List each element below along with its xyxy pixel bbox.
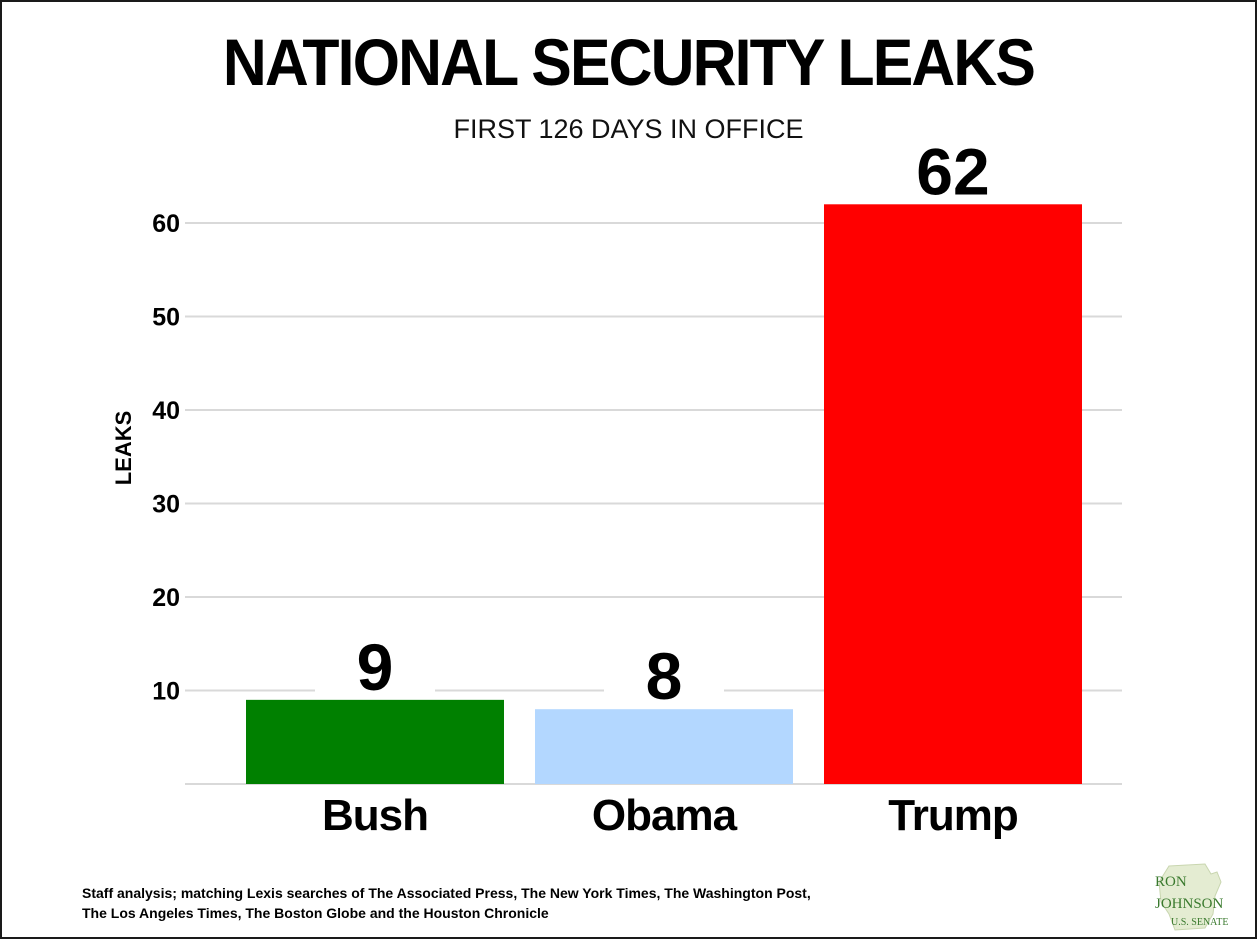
x-category-label: Bush: [322, 791, 428, 840]
logo-line-1: RON: [1155, 874, 1187, 890]
data-label-background: [315, 631, 435, 698]
data-label-background: [893, 136, 1013, 203]
data-label-background: [604, 641, 724, 708]
y-axis-label: LEAKS: [111, 411, 136, 486]
y-tick-label: 30: [152, 491, 180, 519]
y-tick-label: 50: [152, 304, 180, 332]
ron-johnson-senate-logo: RON JOHNSON U.S. SENATE: [1155, 863, 1229, 931]
data-label-obama: 8: [646, 639, 683, 713]
bar-trump: [824, 204, 1082, 785]
footnote-line-1: Staff analysis; matching Lexis searches …: [82, 885, 811, 901]
data-label-bush: 9: [357, 630, 394, 704]
chart-subtitle: FIRST 126 DAYS IN OFFICE: [453, 114, 804, 144]
y-tick-label: 20: [152, 584, 180, 612]
logo-line-2: JOHNSON: [1155, 896, 1224, 912]
x-category-label: Obama: [592, 791, 738, 840]
source-footnote: Staff analysis; matching Lexis searches …: [82, 883, 811, 923]
data-label-trump: 62: [916, 134, 989, 208]
y-tick-label: 60: [152, 210, 180, 238]
bar-obama: [535, 709, 793, 784]
chart-title: NATIONAL SECURITY LEAKS: [222, 25, 1036, 99]
wisconsin-shape-icon: [1158, 863, 1222, 931]
y-tick-label: 10: [152, 678, 180, 706]
logo-line-3: U.S. SENATE: [1171, 917, 1229, 928]
footnote-line-2: The Los Angeles Times, The Boston Globe …: [82, 905, 549, 921]
y-tick-label: 40: [152, 397, 180, 425]
bar-bush: [246, 699, 504, 784]
x-category-label: Trump: [888, 791, 1018, 840]
